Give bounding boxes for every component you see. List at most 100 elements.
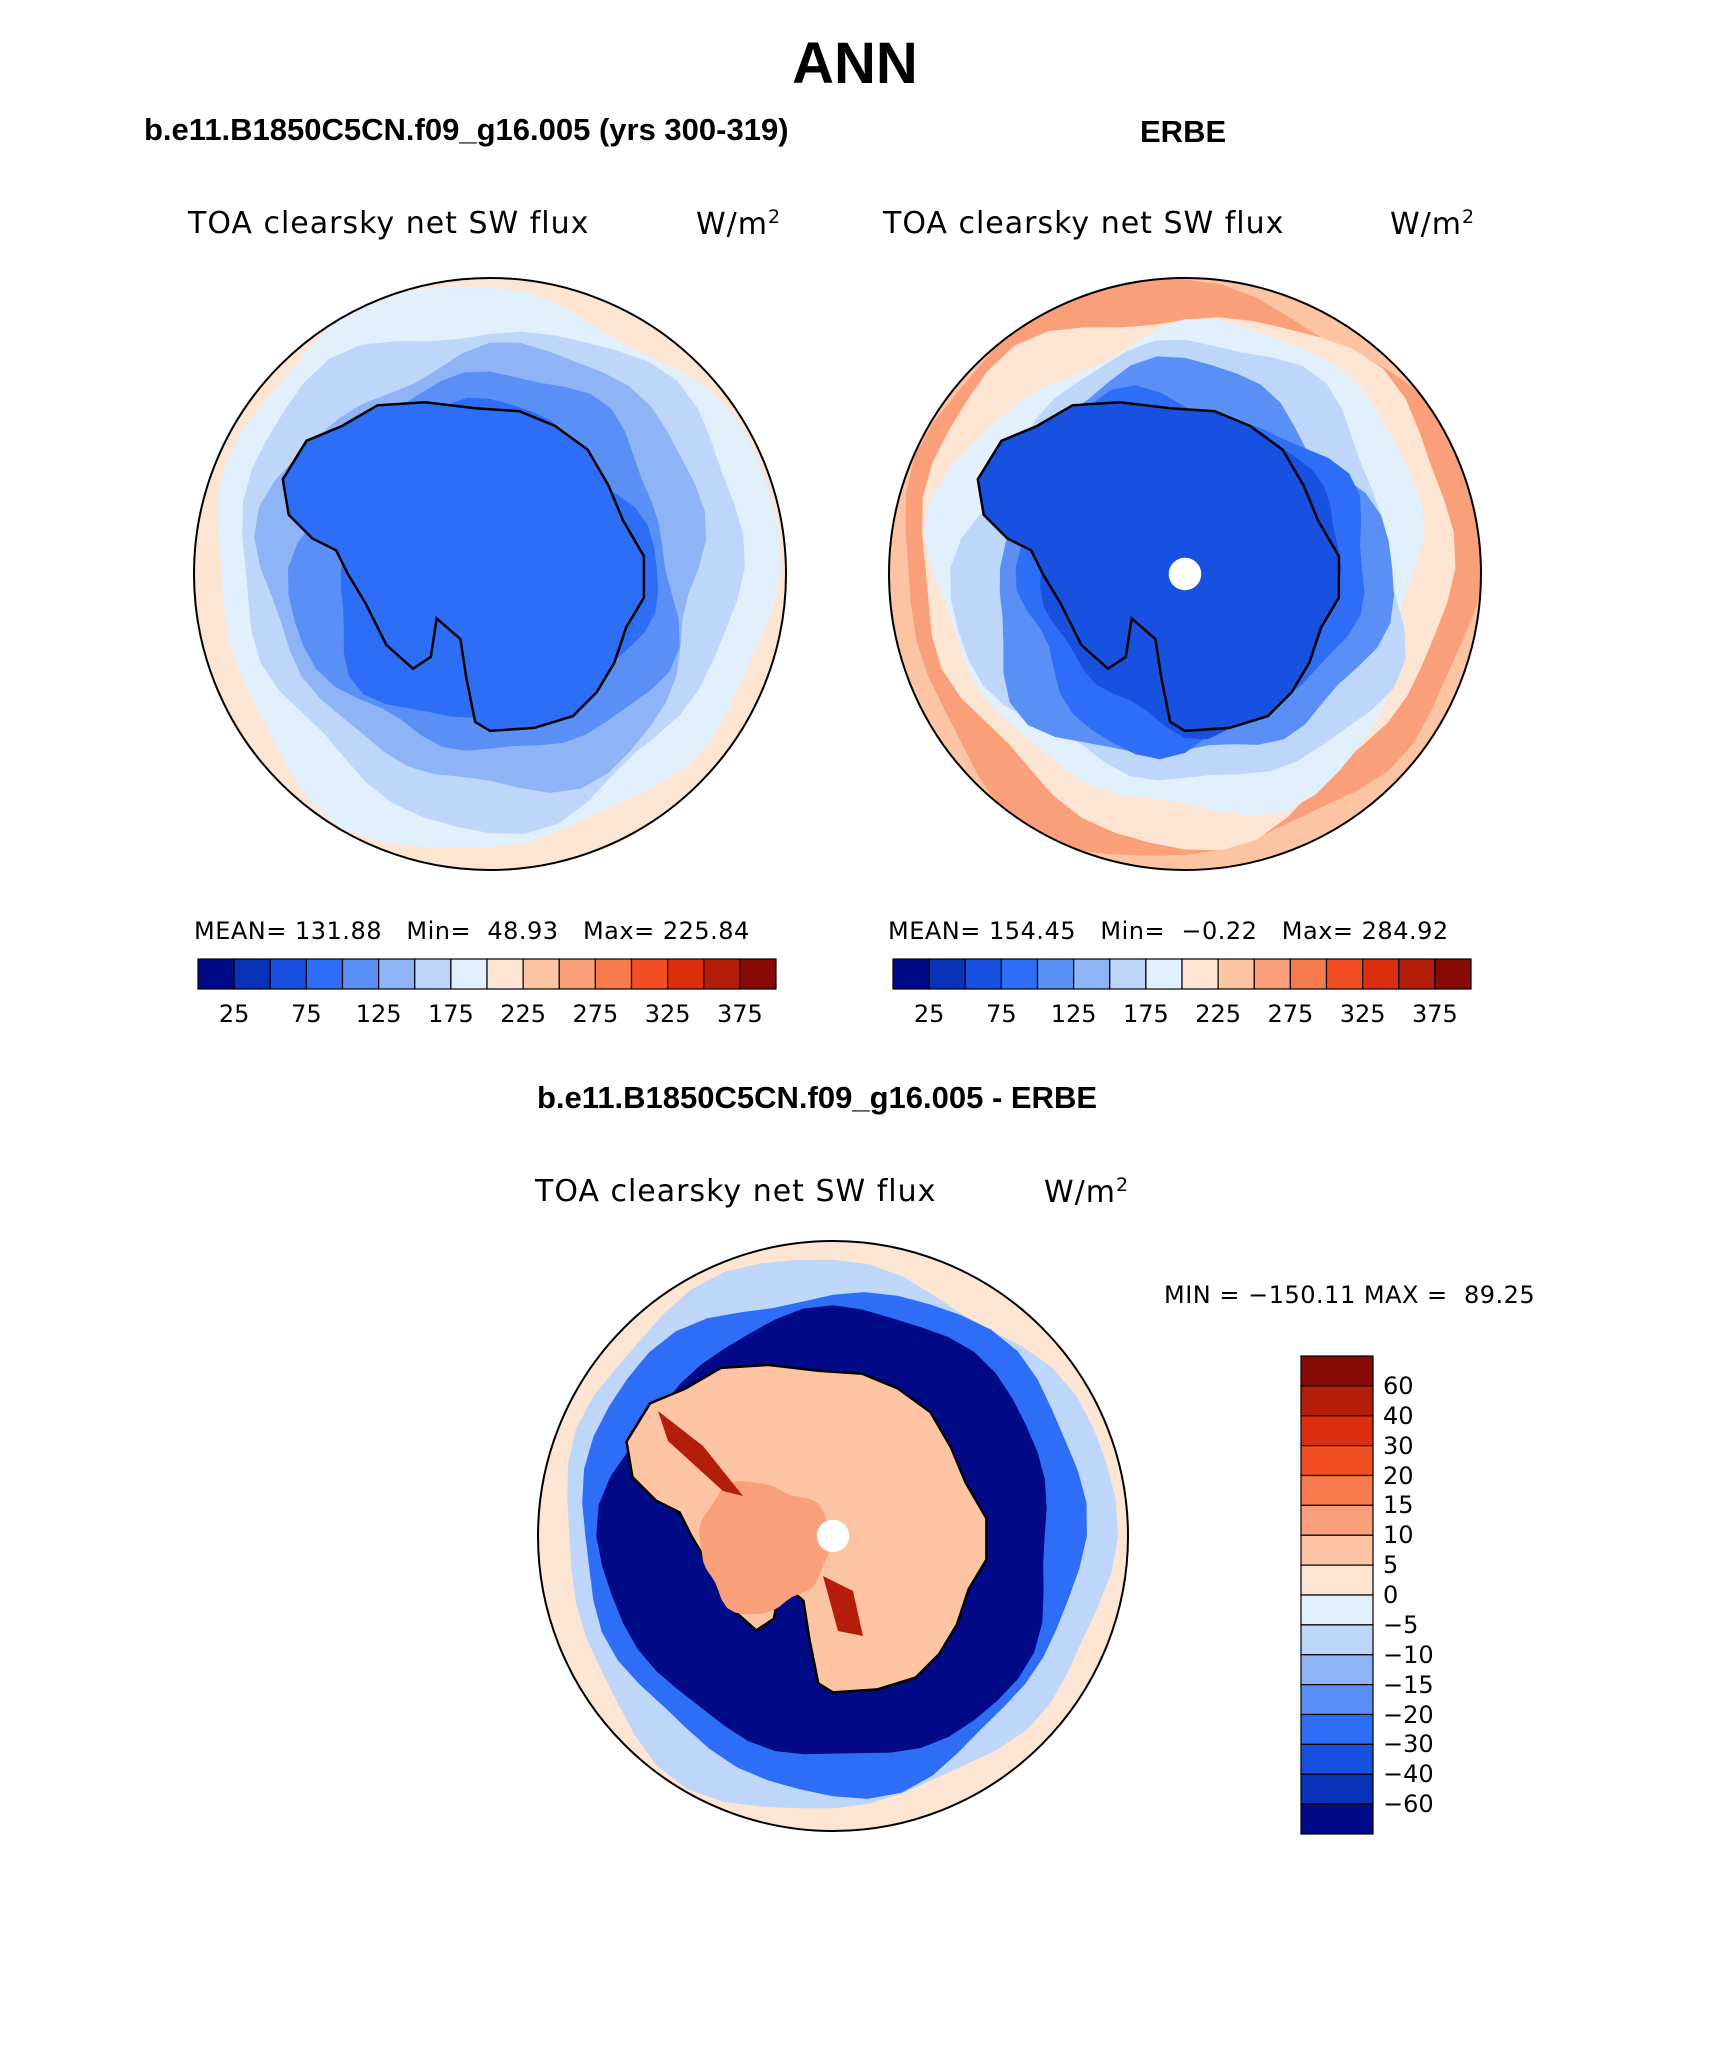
panel3-colorbar-box [1300, 1445, 1374, 1477]
diff-case-title: b.e11.B1850C5CN.f09_g16.005 - ERBE [537, 1080, 1098, 1115]
panel2-antarctica-outline [976, 401, 1341, 733]
panel3-colorbar-box [1300, 1713, 1374, 1745]
panel1-antarctica-outline [281, 401, 646, 733]
panel3-colorbar-box [1300, 1355, 1374, 1387]
panel3-colorbar-tick-label: 5 [1383, 1551, 1399, 1580]
panel3-contour-band [823, 1576, 863, 1636]
panel1-colorbar-box [197, 958, 235, 990]
panel2-colorbar-box [1181, 958, 1219, 990]
panel3-colorbar-box [1300, 1684, 1374, 1716]
panel3-colorbar-tick-label: 40 [1383, 1401, 1414, 1430]
panel3-colorbar-tick-label: −20 [1383, 1700, 1434, 1729]
panel1-colorbar-box [667, 958, 705, 990]
panel1-colorbar-tick-label: 375 [716, 1000, 763, 1028]
panel2-colorbar-tick-label: 25 [913, 1000, 945, 1028]
panel2-colorbar-box [892, 958, 930, 990]
panel2-colorbar-box [1145, 958, 1183, 990]
panel1-colorbar-box [739, 958, 777, 990]
panel2-units: W/m2 [1390, 206, 1476, 242]
panel3-colorbar-tick-label: −10 [1383, 1640, 1434, 1669]
panel3-title: TOA clearsky net SW flux [535, 1174, 937, 1209]
panel2-colorbar-box [964, 958, 1002, 990]
panel1-colorbar-tick-label: 125 [355, 1000, 402, 1028]
panel1-colorbar-box [450, 958, 488, 990]
panel2-colorbar-box [1398, 958, 1436, 990]
panel2-colorbar-box [928, 958, 966, 990]
panel2-colorbar-tick-label: 75 [986, 1000, 1017, 1028]
model-case-title: b.e11.B1850C5CN.f09_g16.005 (yrs 300-319… [144, 112, 789, 147]
panel1-colorbar-tick-label: 225 [500, 1000, 547, 1028]
figure-title: ANN [792, 31, 918, 96]
panel3-colorbar-tick-label: 20 [1383, 1461, 1414, 1490]
panel3-colorbar-ticks: 60 40 30 20 15 10 5 0 −5 −10 −15 −20 −30 −40 −60 [1383, 1355, 1463, 1835]
panel2-colorbar-ticks: 25 75 125 175 225 275 325 375 [892, 1000, 1472, 1032]
panel3-contour-band [699, 1481, 831, 1615]
panel3-colorbar-box [1300, 1654, 1374, 1686]
panel2-colorbar-box [1289, 958, 1328, 990]
panel3-colorbar-box [1300, 1534, 1374, 1566]
panel3-colorbar-box [1300, 1594, 1374, 1626]
panel2-colorbar-tick-label: 225 [1195, 1000, 1242, 1028]
panel1-colorbar-box [703, 958, 741, 990]
panel1-colorbar-tick-label: 275 [572, 1000, 619, 1028]
panel2-colorbar-tick-label: 375 [1411, 1000, 1458, 1028]
panel1-colorbar-box [594, 958, 633, 990]
panel3-colorbar-tick-label: 30 [1383, 1431, 1414, 1460]
panel1-colorbar [197, 958, 777, 990]
panel3-colorbar-tick-label: −5 [1383, 1610, 1419, 1639]
panel1-colorbar-box [341, 958, 380, 990]
panel2-colorbar-box [1434, 958, 1472, 990]
panel3-colorbar [1300, 1355, 1374, 1835]
panel2-colorbar-tick-label: 175 [1122, 1000, 1169, 1028]
panel3-colorbar-box [1300, 1564, 1374, 1596]
panel1-colorbar-ticks: 25 75 125 175 225 275 325 375 [197, 1000, 777, 1032]
panel1-map-border [193, 277, 787, 871]
panel3-stats: MIN = −150.11 MAX = 89.25 [1164, 1281, 1536, 1309]
panel3-polar-map [537, 1240, 1129, 1832]
panel3-colorbar-box [1300, 1415, 1374, 1447]
panel3-colorbar-tick-label: 0 [1383, 1581, 1399, 1609]
panel1-colorbar-box [558, 958, 596, 990]
panel1-colorbar-tick-label: 75 [291, 1000, 322, 1028]
panel1-colorbar-tick-label: 175 [427, 1000, 474, 1028]
panel1-colorbar-box [414, 958, 452, 990]
panel3-colorbar-tick-label: −40 [1383, 1760, 1434, 1789]
panel1-title: TOA clearsky net SW flux [188, 206, 590, 241]
panel2-colorbar-box [1217, 958, 1255, 990]
panel2-colorbar-box [1362, 958, 1400, 990]
panel1-colorbar-box [269, 958, 307, 990]
panel2-colorbar-tick-label: 275 [1267, 1000, 1314, 1028]
panel2-colorbar-box [1325, 958, 1364, 990]
panel3-colorbar-box [1300, 1743, 1374, 1775]
panel1-colorbar-box [233, 958, 271, 990]
panel3-colorbar-tick-label: 10 [1383, 1521, 1414, 1550]
panel3-colorbar-box [1300, 1624, 1374, 1656]
obs-case-title: ERBE [1140, 114, 1227, 149]
panel2-stats: MEAN= 154.45 Min= −0.22 Max= 284.92 [888, 917, 1449, 945]
panel3-map-border [537, 1240, 1129, 1832]
panel2-colorbar-box [1253, 958, 1291, 990]
panel2-colorbar-box [1073, 958, 1111, 990]
panel2-colorbar-tick-label: 325 [1339, 1000, 1386, 1028]
panel3-contour-band [658, 1411, 743, 1496]
panel3-colorbar-tick-label: 15 [1383, 1491, 1414, 1520]
panel2-colorbar [892, 958, 1472, 990]
panel3-colorbar-tick-label: −60 [1383, 1790, 1434, 1819]
panel1-units: W/m2 [696, 206, 782, 242]
panel1-colorbar-box [522, 958, 560, 990]
panel3-colorbar-box [1300, 1803, 1374, 1835]
panel3-colorbar-box [1300, 1504, 1374, 1536]
panel1-colorbar-box [305, 958, 344, 990]
panel1-stats: MEAN= 131.88 Min= 48.93 Max= 225.84 [194, 917, 750, 945]
panel1-colorbar-box [486, 958, 524, 990]
panel1-colorbar-box [378, 958, 416, 990]
panel3-pole-missing-data [816, 1519, 850, 1553]
panel3-units: W/m2 [1044, 1174, 1130, 1210]
panel2-polar-map [888, 277, 1482, 871]
panel2-colorbar-box [1109, 958, 1147, 990]
panel2-colorbar-tick-label: 125 [1050, 1000, 1097, 1028]
panel2-colorbar-box [1036, 958, 1075, 990]
panel2-title: TOA clearsky net SW flux [883, 206, 1285, 241]
panel3-colorbar-tick-label: −15 [1383, 1670, 1434, 1699]
panel3-colorbar-box [1300, 1773, 1374, 1805]
